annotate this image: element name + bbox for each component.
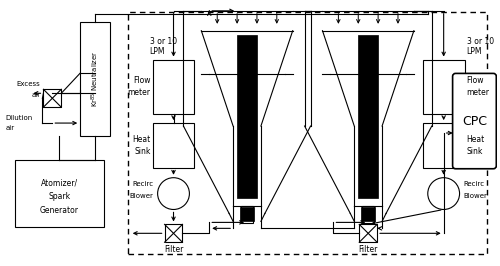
Text: air: air xyxy=(6,125,15,131)
Bar xyxy=(359,225,377,242)
Bar xyxy=(80,22,110,136)
Bar xyxy=(14,160,104,227)
Text: Filter: Filter xyxy=(164,245,183,254)
Text: Dilution: Dilution xyxy=(6,115,33,121)
Text: Atomizer/: Atomizer/ xyxy=(40,179,78,188)
Bar xyxy=(128,12,488,254)
Text: Blower: Blower xyxy=(464,193,487,199)
Bar xyxy=(44,89,62,107)
Bar xyxy=(358,35,378,198)
Text: Filter: Filter xyxy=(358,245,378,254)
Circle shape xyxy=(158,178,190,210)
Text: Flow: Flow xyxy=(133,76,150,85)
Text: 3 or 10: 3 or 10 xyxy=(466,37,493,46)
Text: meter: meter xyxy=(128,88,150,97)
Text: Flow: Flow xyxy=(466,76,484,85)
Text: Kr$^{85}$ Neutralizer: Kr$^{85}$ Neutralizer xyxy=(90,51,101,107)
Text: CPC: CPC xyxy=(462,115,487,128)
Bar xyxy=(237,35,257,198)
Bar xyxy=(423,60,465,114)
Bar xyxy=(240,207,254,221)
Bar xyxy=(362,206,374,223)
Text: Recirc: Recirc xyxy=(464,181,484,187)
Text: 3 or 10: 3 or 10 xyxy=(150,37,177,46)
Text: Blower: Blower xyxy=(130,193,154,199)
Text: Heat: Heat xyxy=(132,135,150,144)
FancyBboxPatch shape xyxy=(452,73,496,169)
Bar xyxy=(164,225,182,242)
Bar xyxy=(152,60,194,114)
Bar xyxy=(361,207,375,221)
Text: Sink: Sink xyxy=(466,147,483,156)
Text: Recirc: Recirc xyxy=(132,181,154,187)
Text: Excess: Excess xyxy=(16,81,40,87)
Text: Heat: Heat xyxy=(466,135,485,144)
Bar xyxy=(241,206,253,223)
Text: Spark: Spark xyxy=(48,193,70,201)
Text: Sink: Sink xyxy=(134,147,150,156)
Text: meter: meter xyxy=(466,88,489,97)
Text: LPM: LPM xyxy=(150,47,165,56)
Circle shape xyxy=(428,178,460,210)
Text: air: air xyxy=(32,92,40,98)
Text: LPM: LPM xyxy=(466,47,482,56)
Bar xyxy=(423,123,465,168)
Text: Generator: Generator xyxy=(40,206,79,215)
Bar xyxy=(152,123,194,168)
